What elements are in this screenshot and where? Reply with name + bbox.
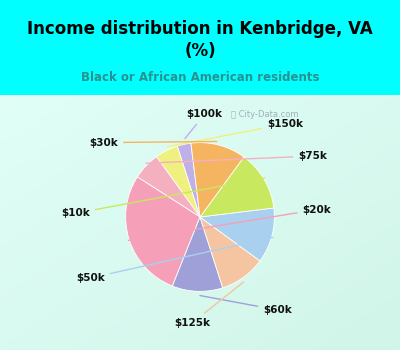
Text: $60k: $60k (200, 295, 292, 315)
Wedge shape (191, 143, 244, 217)
Text: $10k: $10k (61, 178, 265, 218)
Wedge shape (137, 157, 200, 217)
Wedge shape (200, 208, 274, 261)
Wedge shape (177, 143, 200, 217)
Wedge shape (172, 217, 223, 292)
Wedge shape (126, 177, 200, 286)
Text: $150k: $150k (168, 119, 303, 147)
Text: $50k: $50k (76, 237, 273, 283)
Wedge shape (200, 157, 274, 217)
Text: $20k: $20k (128, 204, 331, 240)
Text: Income distribution in Kenbridge, VA
(%): Income distribution in Kenbridge, VA (%) (27, 20, 373, 60)
Wedge shape (156, 146, 200, 217)
Text: $30k: $30k (90, 138, 217, 148)
Text: $100k: $100k (185, 109, 222, 139)
Wedge shape (200, 217, 260, 288)
Text: $125k: $125k (174, 282, 244, 328)
Text: $75k: $75k (146, 151, 327, 163)
Text: Black or African American residents: Black or African American residents (81, 71, 319, 84)
Text: ⓘ City-Data.com: ⓘ City-Data.com (231, 110, 298, 119)
